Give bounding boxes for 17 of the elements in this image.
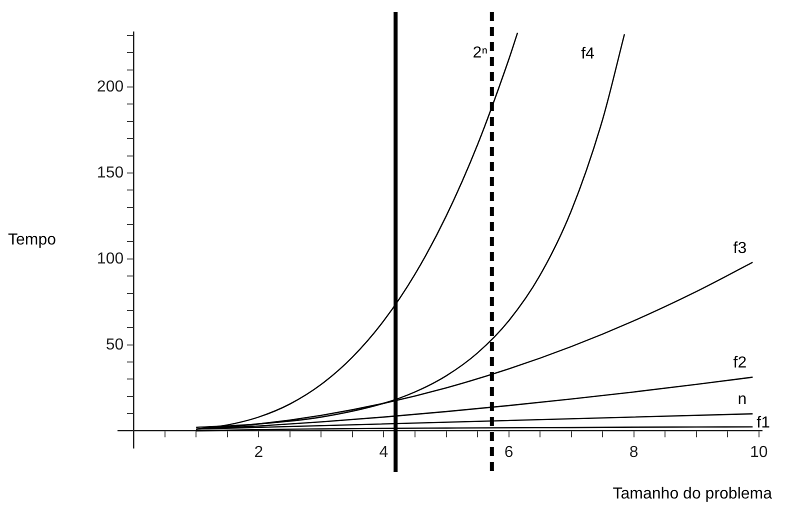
x-axis-title: Tamanho do problema <box>612 485 772 502</box>
x-tick-label: 4 <box>379 444 388 461</box>
series-label: f3 <box>733 240 747 257</box>
x-tick-label: 6 <box>504 444 514 461</box>
y-axis-title: Tempo <box>8 231 56 248</box>
x-tick-label: 10 <box>750 444 768 461</box>
series-label: 2ⁿ <box>472 44 488 62</box>
series-label: f2 <box>733 354 747 372</box>
y-tick-label: 50 <box>106 336 124 354</box>
series-label: f4 <box>581 46 595 63</box>
y-tick-label: 150 <box>96 164 124 182</box>
y-tick-label: 200 <box>96 78 124 96</box>
series-label: n <box>738 391 747 408</box>
y-tick-label: 100 <box>96 250 124 268</box>
x-tick-label: 2 <box>254 444 264 461</box>
series-label: f1 <box>756 414 770 432</box>
x-tick-label: 8 <box>629 444 638 461</box>
